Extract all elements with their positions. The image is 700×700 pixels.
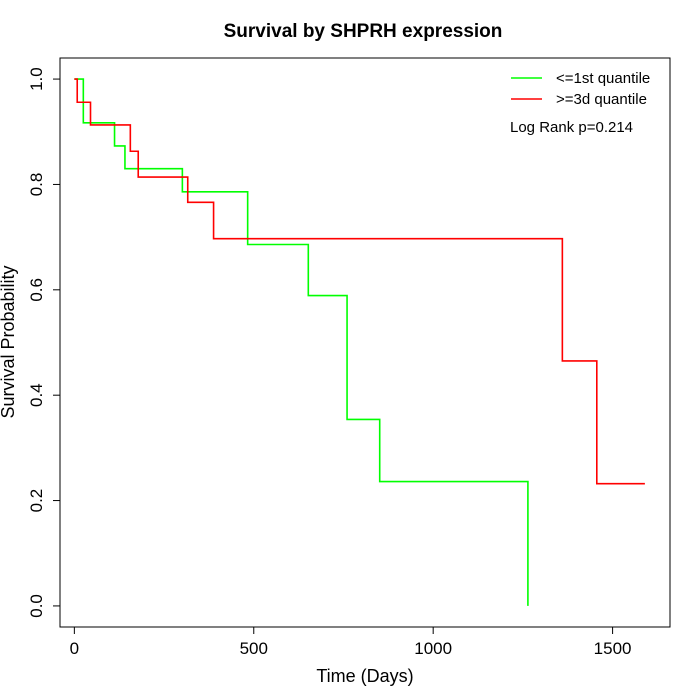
y-tick-label: 0.6 xyxy=(27,278,46,302)
plot-frame xyxy=(59,57,671,628)
y-tick-label: 0.4 xyxy=(27,383,46,407)
x-axis: 0 500 1000 1500 xyxy=(70,626,632,658)
series-line-1 xyxy=(74,78,529,606)
y-tick-label: 0.8 xyxy=(27,173,46,197)
y-tick-label: 0.0 xyxy=(27,594,46,618)
chart-title: Survival by SHPRH expression xyxy=(224,21,503,42)
x-tick-label: 500 xyxy=(240,639,268,658)
series-line-2 xyxy=(74,78,645,485)
legend-label: <=1st quantile xyxy=(556,70,650,87)
x-tick-label: 1000 xyxy=(414,639,452,658)
x-axis-label: Time (Days) xyxy=(316,666,413,686)
x-tick-label: 1500 xyxy=(594,639,632,658)
x-tick-label: 0 xyxy=(70,639,79,658)
legend: <=1st quantile >=3d quantile xyxy=(511,70,650,108)
y-tick-label: 1.0 xyxy=(27,67,46,91)
log-rank-annotation: Log Rank p=0.214 xyxy=(510,119,633,136)
y-tick-label: 0.2 xyxy=(27,489,46,513)
y-axis: 0.0 0.2 0.4 0.6 0.8 1.0 xyxy=(27,67,61,618)
legend-label: >=3d quantile xyxy=(556,91,647,108)
y-axis-label: Survival Probability xyxy=(0,265,18,418)
series-layer xyxy=(74,78,645,606)
